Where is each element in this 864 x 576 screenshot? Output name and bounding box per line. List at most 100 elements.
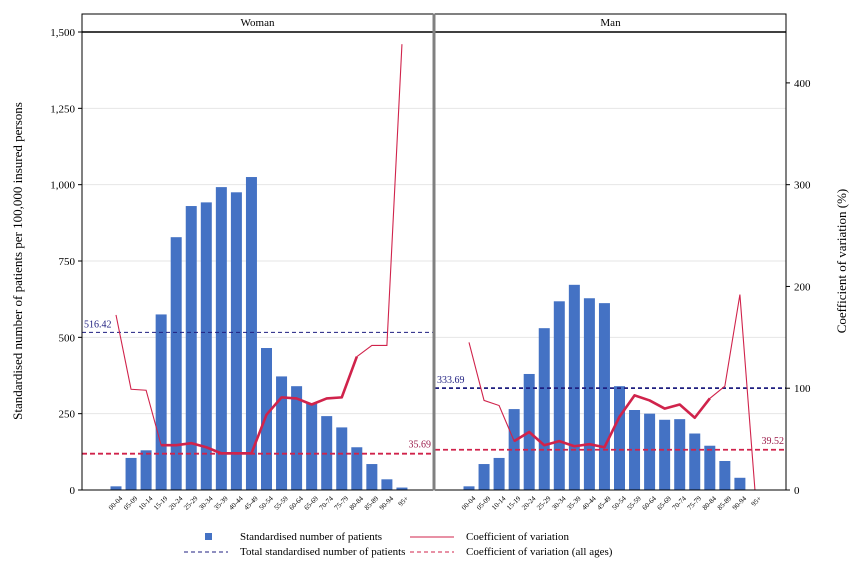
bar [306, 403, 318, 490]
x-tick-label: 50-54 [611, 494, 629, 512]
bar [245, 177, 257, 491]
y-tick-label-right: 300 [794, 180, 811, 192]
y-tick-label-left: 1,500 [50, 27, 75, 39]
legend-label: Coefficient of variation [466, 531, 570, 543]
cv-line-thick [513, 394, 711, 449]
x-tick-label: 55-59 [626, 494, 644, 512]
bar [493, 457, 505, 490]
bar [110, 486, 122, 490]
bar [215, 187, 227, 491]
y-tick-label-right: 0 [794, 485, 800, 497]
panel-title: Man [600, 17, 621, 29]
bar [553, 301, 565, 490]
legend-label: Standardised number of patients [240, 531, 382, 543]
bar [538, 328, 550, 490]
cv-all-label: 35.69 [409, 440, 432, 451]
x-tick-label: 60-64 [641, 494, 659, 512]
y-tick-label-left: 500 [59, 332, 76, 344]
bar [336, 427, 348, 490]
legend-label: Total standardised number of patients [240, 546, 405, 558]
x-tick-label: 05-09 [475, 494, 493, 512]
bar [583, 298, 595, 490]
bar [644, 413, 656, 490]
x-tick-label: 85-89 [716, 494, 734, 512]
bar [200, 202, 212, 490]
y-tick-label-right: 100 [794, 383, 811, 395]
bar [366, 464, 378, 490]
x-tick-label: 40-44 [227, 494, 245, 512]
y-axis-label-right: Coefficient of variation (%) [834, 189, 849, 334]
bar [125, 457, 137, 490]
bar [381, 479, 393, 490]
x-tick-label: 80-84 [701, 494, 719, 512]
panel-title: Woman [241, 17, 275, 29]
y-tick-label-right: 200 [794, 281, 811, 293]
x-tick-label: 45-49 [595, 494, 613, 512]
x-tick-label: 95+ [397, 495, 410, 508]
y-tick-label-left: 750 [59, 256, 76, 268]
bar [629, 410, 641, 490]
bar [396, 487, 408, 490]
series-lines: 516.42 35.69 333.69 39.52 [82, 44, 786, 491]
bar [140, 450, 152, 490]
x-tick-label: 35-39 [565, 494, 583, 512]
bar [659, 419, 671, 490]
total-label: 516.42 [84, 319, 112, 330]
bar [230, 192, 242, 491]
x-tick-label: 65-69 [656, 494, 674, 512]
x-tick-label: 75-79 [333, 494, 351, 512]
total-label: 333.69 [437, 375, 465, 386]
axes: 00-0405-0910-1415-1920-2425-2930-3435-39… [10, 27, 849, 512]
y-tick-label-left: 0 [70, 485, 76, 497]
bar [351, 447, 363, 490]
x-tick-label: 60-64 [288, 494, 306, 512]
x-tick-label: 30-34 [550, 494, 568, 512]
x-tick-label: 70-74 [671, 494, 689, 512]
x-tick-label: 00-04 [460, 494, 478, 512]
x-tick-label: 10-14 [490, 494, 508, 512]
x-tick-label: 05-09 [122, 494, 140, 512]
x-tick-label: 55-59 [273, 494, 291, 512]
panel-frame [434, 13, 787, 491]
y-tick-label-left: 1,250 [50, 103, 75, 115]
x-tick-label: 40-44 [580, 494, 598, 512]
x-tick-label: 45-49 [242, 494, 260, 512]
x-tick-label: 30-34 [197, 494, 215, 512]
x-tick-label: 20-24 [167, 494, 185, 512]
x-tick-label: 10-14 [137, 494, 155, 512]
x-tick-label: 15-19 [152, 494, 170, 512]
x-tick-label: 80-84 [348, 494, 366, 512]
bar [276, 376, 288, 490]
x-tick-label: 85-89 [363, 494, 381, 512]
bar [185, 206, 197, 491]
x-tick-label: 65-69 [303, 494, 321, 512]
bar [598, 303, 610, 490]
x-tick-label: 25-29 [535, 494, 553, 512]
bar [463, 486, 475, 490]
bar [568, 284, 580, 490]
x-tick-label: 90-94 [378, 494, 396, 512]
y-axis-label-left: Standardised number of patients per 100,… [10, 102, 25, 420]
bar [261, 348, 272, 490]
bar [291, 386, 303, 490]
x-tick-label: 00-04 [107, 494, 125, 512]
x-tick-label: 90-94 [731, 494, 749, 512]
y-tick-label-left: 1,000 [50, 180, 75, 192]
bar [719, 460, 731, 490]
legend-swatch-bar [205, 533, 212, 540]
x-tick-label: 75-79 [686, 494, 704, 512]
bar [170, 237, 182, 490]
panel-frame [81, 13, 434, 491]
cv-line-thick [161, 356, 359, 455]
bar [674, 419, 686, 490]
cv-all-label: 39.52 [762, 436, 785, 447]
x-tick-label: 50-54 [258, 494, 276, 512]
x-tick-label: 15-19 [505, 494, 523, 512]
x-tick-label: 95+ [750, 495, 763, 508]
bar [478, 464, 490, 490]
bar [155, 314, 167, 490]
x-tick-label: 35-39 [212, 494, 230, 512]
legend-label: Coefficient of variation (all ages) [466, 546, 613, 558]
y-tick-label-left: 250 [59, 409, 76, 421]
